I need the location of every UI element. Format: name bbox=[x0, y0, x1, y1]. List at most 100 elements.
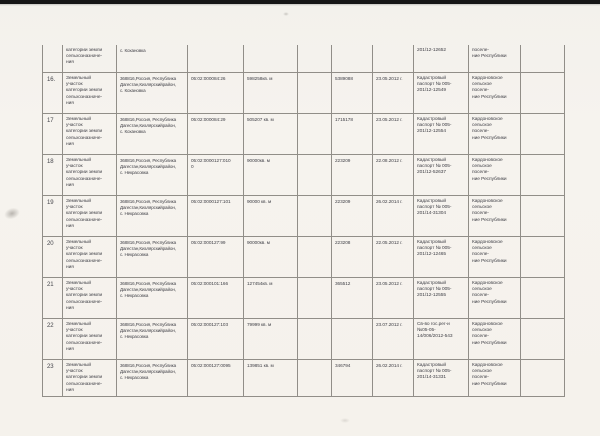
scan-smudge bbox=[2, 205, 22, 222]
table-row: категории земли сельхозназначе- ния с. К… bbox=[43, 45, 564, 72]
cell-parcel-description: Земельный участок категории земли сельхо… bbox=[63, 196, 117, 236]
land-parcels-table: категории земли сельхозназначе- ния с. К… bbox=[42, 45, 565, 398]
cell-area: 127454кв. м bbox=[244, 278, 298, 318]
cell-empty-end bbox=[521, 114, 564, 154]
cell-record-number: 5389088 bbox=[332, 73, 373, 113]
cell-address: 368816,Россия, Республика Дагестан,Кизля… bbox=[117, 237, 188, 277]
cell-settlement: Кардоновское сельское поселе- ние Респуб… bbox=[469, 360, 521, 397]
cell-row-number: 19 bbox=[43, 196, 63, 236]
cell-parcel-description: Земельный участок категории земли сельхо… bbox=[63, 73, 117, 113]
cell-cadastral-number: 05:02:000127:0095 bbox=[188, 360, 244, 397]
cell-empty-end bbox=[521, 319, 564, 359]
cell-area bbox=[244, 45, 298, 72]
cell-record-number: 1715178 bbox=[332, 114, 373, 154]
cell-settlement: Кардоновское сельское поселе- ние Респуб… bbox=[469, 114, 521, 154]
cell-area: 90000кв. м bbox=[244, 155, 298, 195]
cell-address: 368816,Россия, Республика Дагестан,Кизля… bbox=[117, 360, 188, 397]
cell-document: Кадастровый паспорт № 005- 201/12-12549 bbox=[414, 73, 469, 113]
cell-cadastral-number: 05:02:000101:166 bbox=[188, 278, 244, 318]
table-row: 21 Земельный участок категории земли сел… bbox=[43, 277, 564, 318]
cell-document: Св-во гос.рег-и №05-05- 14/006/2012-543 bbox=[414, 319, 469, 359]
cell-empty-column bbox=[298, 278, 332, 318]
scan-smudge bbox=[283, 12, 289, 16]
cell-empty-end bbox=[521, 73, 564, 113]
cell-address: 368816,Россия, Республика Дагестан,Кизля… bbox=[117, 278, 188, 318]
cell-empty-end bbox=[521, 278, 564, 318]
cell-area: 90000кв. м bbox=[244, 237, 298, 277]
cell-parcel-description: Земельный участок категории земли сельхо… bbox=[63, 319, 117, 359]
cell-area: 505207 кв. м bbox=[244, 114, 298, 154]
cell-date: 23.07.2012 г. bbox=[373, 319, 414, 359]
cell-area: 79999 кв. м bbox=[244, 319, 298, 359]
cell-row-number bbox=[43, 45, 63, 72]
cell-parcel-description: Земельный участок категории земли сельхо… bbox=[63, 155, 117, 195]
table-row: 16. Земельный участок категории земли се… bbox=[43, 72, 564, 113]
cell-address: 368816,Россия, Республика Дагестан,Кизля… bbox=[117, 196, 188, 236]
table-row: 22 Земельный участок категории земли сел… bbox=[43, 318, 564, 359]
cell-settlement: Кардоновское сельское поселе- ние Респуб… bbox=[469, 319, 521, 359]
table-row: 20 Земельный участок категории земли сел… bbox=[43, 236, 564, 277]
cell-address: 368816,Россия, Республика Дагестан,Кизля… bbox=[117, 319, 188, 359]
cell-document: Кадастровый паспорт № 005- 201/12-12555 bbox=[414, 278, 469, 318]
cell-row-number: 22 bbox=[43, 319, 63, 359]
table-row: 17 Земельный участок категории земли сел… bbox=[43, 113, 564, 154]
cell-area: 90000 кв. м bbox=[244, 196, 298, 236]
cell-row-number: 16. bbox=[43, 73, 63, 113]
cell-cadastral-number: 05:02:000084:29 bbox=[188, 114, 244, 154]
cell-date: 23.05.2012 г. bbox=[373, 114, 414, 154]
cell-address: 368816,Россия, Республика Дагестан,Кизля… bbox=[117, 114, 188, 154]
cell-empty-end bbox=[521, 45, 564, 72]
cell-record-number: 346794 bbox=[332, 360, 373, 397]
cell-document: Кадастровый паспорт № 005- 201/12-12554 bbox=[414, 114, 469, 154]
cell-empty-column bbox=[298, 114, 332, 154]
table-row: 18 Земельный участок категории земли сел… bbox=[43, 154, 564, 195]
cell-cadastral-number: 05:02:000084:26 bbox=[188, 73, 244, 113]
table-row: 23 Земельный участок категории земли сел… bbox=[43, 359, 564, 397]
cell-parcel-description: Земельный участок категории земли сельхо… bbox=[63, 237, 117, 277]
cell-row-number: 18 bbox=[43, 155, 63, 195]
cell-settlement: Кардоновское сельское поселе- ние Респуб… bbox=[469, 278, 521, 318]
cell-parcel-description: Земельный участок категории земли сельхо… bbox=[63, 114, 117, 154]
cell-cadastral-number: 05:02:000127:103 bbox=[188, 319, 244, 359]
cell-record-number: 223208 bbox=[332, 237, 373, 277]
cell-empty-end bbox=[521, 196, 564, 236]
cell-empty-column bbox=[298, 237, 332, 277]
cell-row-number: 23 bbox=[43, 360, 63, 397]
cell-row-number: 20 bbox=[43, 237, 63, 277]
cell-record-number bbox=[332, 319, 373, 359]
cell-settlement: поселе- ние Республики bbox=[469, 45, 521, 72]
cell-record-number: 365512 bbox=[332, 278, 373, 318]
cell-cadastral-number: 05:02:000127:99 bbox=[188, 237, 244, 277]
cell-settlement: Кардоновское сельское поселе- ние Респуб… bbox=[469, 196, 521, 236]
table-row: 19 Земельный участок категории земли сел… bbox=[43, 195, 564, 236]
cell-empty-end bbox=[521, 360, 564, 396]
cell-date: 22.08.2012 г. bbox=[373, 155, 414, 195]
cell-parcel-description: Земельный участок категории земли сельхо… bbox=[63, 360, 117, 397]
cell-area: 598258кв. м bbox=[244, 73, 298, 113]
cell-record-number: 223209 bbox=[332, 196, 373, 236]
cell-row-number: 17 bbox=[43, 114, 63, 154]
cell-settlement: Кардоновское сельское поселе- ние Респуб… bbox=[469, 73, 521, 113]
cell-address: 368816,Россия, Республика Дагестан,Кизля… bbox=[117, 155, 188, 195]
cell-empty-column bbox=[298, 360, 332, 397]
scan-smudge bbox=[340, 418, 350, 423]
cell-cadastral-number: 05:02:0000127:101 bbox=[188, 196, 244, 236]
cell-date: 26.02.2014 г. bbox=[373, 360, 414, 397]
cell-document: Кадастровый паспорт № 005- 201/14-31331 bbox=[414, 360, 469, 397]
cell-area: 139851 кв. м bbox=[244, 360, 298, 397]
cell-empty-column bbox=[298, 196, 332, 236]
cell-empty-column bbox=[298, 45, 332, 72]
cell-empty-column bbox=[298, 155, 332, 195]
cell-parcel-description: Земельный участок категории земли сельхо… bbox=[63, 278, 117, 318]
cell-date: 23.05.2012 г. bbox=[373, 73, 414, 113]
cell-document: Кадастровый паспорт № 005- 201/14-31304 bbox=[414, 196, 469, 236]
cell-address: с. Кохановка bbox=[117, 45, 188, 72]
cell-cadastral-number bbox=[188, 45, 244, 72]
cell-settlement: Кардоновское сельское поселе- ние Респуб… bbox=[469, 237, 521, 277]
cell-document: Кадастровый паспорт № 005- 201/12-52637 bbox=[414, 155, 469, 195]
cell-empty-column bbox=[298, 319, 332, 359]
cell-address: 368816,Россия, Республика Дагестан,Кизля… bbox=[117, 73, 188, 113]
cell-row-number: 21 bbox=[43, 278, 63, 318]
